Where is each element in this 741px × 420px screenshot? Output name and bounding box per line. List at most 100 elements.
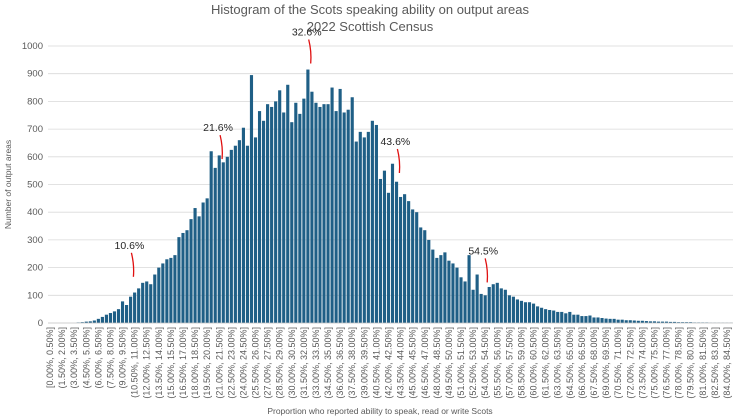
histogram-bar [620, 319, 624, 323]
histogram-bar [374, 124, 378, 323]
histogram-bar [503, 289, 507, 323]
histogram-bar [266, 104, 270, 323]
y-tick-label: 0 [38, 318, 43, 329]
x-tick-label: (31.50%, 32.00%] [299, 327, 309, 399]
histogram-bar [677, 322, 681, 323]
histogram-bar [366, 131, 370, 323]
histogram-bar [209, 151, 213, 323]
histogram-bar [193, 208, 197, 323]
histogram-bar [612, 318, 616, 323]
histogram-bar [552, 310, 556, 323]
y-tick-label: 500 [27, 180, 43, 191]
y-tick-label: 100 [27, 290, 43, 301]
x-tick-label: (58.50%, 59.00%] [516, 327, 526, 399]
histogram-bar [302, 98, 306, 323]
annotation-label: 21.6% [203, 122, 233, 134]
x-tick-label: (9.00%, 9.50%] [118, 327, 128, 389]
histogram-bar [495, 282, 499, 323]
x-tick-label: (43.50%, 44.00%] [396, 327, 406, 399]
x-tick-label: (51.00%, 51.50%] [456, 327, 466, 399]
histogram-bar [608, 318, 612, 323]
histogram-bar [463, 281, 467, 323]
histogram-bar [673, 321, 677, 323]
histogram-bar [447, 260, 451, 323]
histogram-bar [253, 137, 258, 323]
histogram-bar [681, 322, 685, 323]
histogram-bar [229, 149, 233, 324]
histogram-bar [221, 162, 225, 323]
histogram-bar [548, 309, 552, 323]
histogram-bar [358, 131, 362, 323]
annotation-leader [219, 134, 223, 160]
annotation-leader [396, 148, 401, 174]
y-tick-label: 1000 [22, 41, 43, 52]
histogram-bar [108, 313, 113, 323]
histogram-bar [153, 274, 157, 323]
annotation-label: 32.6% [292, 27, 322, 39]
y-axis-ticks: 0 100 200 300 400 500 600 700 800 900 1000 [22, 41, 43, 329]
x-tick-label: (27.00%, 27.50%] [263, 327, 273, 399]
histogram-bar [527, 302, 532, 323]
histogram-bar [298, 113, 302, 324]
x-tick-label: (82.50%, 83.00%] [710, 327, 720, 399]
annotation-label: 43.6% [380, 136, 410, 148]
histogram-bar [161, 263, 165, 323]
x-tick-label: (69.00%, 69.50%] [601, 327, 611, 399]
histogram-bar [197, 216, 201, 323]
histogram-bar [165, 259, 169, 323]
histogram-bar [177, 237, 181, 323]
histogram-bar [129, 296, 133, 323]
histogram-bar [290, 122, 294, 324]
x-tick-label: (57.00%, 57.50%] [504, 327, 514, 399]
x-tick-label: (63.00%, 63.50%] [553, 327, 563, 399]
x-tick-label: (76.50%, 77.00%] [662, 327, 672, 399]
histogram-bar [294, 102, 298, 323]
x-tick-label: (7.50%, 8.00%] [105, 327, 115, 389]
histogram-bar [584, 316, 588, 323]
histogram-bar [636, 320, 640, 323]
histogram-bar [419, 227, 423, 323]
x-tick-label: (39.00%, 39.50%] [359, 327, 369, 399]
x-tick-label: (16.50%, 17.00%] [178, 327, 188, 399]
histogram-bar [471, 289, 475, 323]
histogram-bar [423, 230, 427, 323]
x-tick-label: (52.50%, 53.00%] [468, 327, 478, 399]
histogram-bar [112, 311, 117, 323]
histogram-bar [624, 320, 628, 323]
x-tick-label: (6.00%, 6.50%] [93, 327, 103, 389]
x-tick-label: (42.00%, 42.50%] [383, 327, 393, 399]
histogram-bar [354, 141, 358, 323]
histogram-bar [137, 288, 141, 324]
x-tick-label: (4.50%, 5.00%] [81, 327, 91, 389]
histogram-bar [282, 112, 286, 323]
histogram-bar [455, 267, 459, 323]
histogram-bar [92, 320, 96, 323]
x-tick-label: (28.50%, 29.00%] [275, 327, 285, 399]
histogram-bar [205, 198, 209, 323]
histogram-bar [362, 137, 366, 323]
annotation-leader [484, 258, 489, 283]
histogram-bar [318, 106, 322, 323]
histogram-bar [451, 263, 455, 323]
histogram-bar [483, 295, 487, 323]
x-axis-label: Proportion who reported ability to speak… [267, 406, 492, 416]
chart-subtitle: 2022 Scottish Census [307, 19, 434, 34]
y-tick-label: 700 [27, 124, 43, 135]
histogram-bar [519, 300, 524, 323]
histogram-bar [600, 318, 604, 323]
histogram-bar [407, 201, 411, 323]
x-tick-label: (67.50%, 68.00%] [589, 327, 599, 399]
histogram-bar [370, 120, 374, 323]
histogram-bar [572, 314, 576, 323]
x-tick-label: (60.00%, 60.50%] [529, 327, 539, 399]
histogram-bar [576, 314, 580, 323]
histogram-bar [491, 284, 495, 323]
y-tick-label: 400 [27, 207, 43, 218]
x-tick-label: (13.50%, 14.00%] [154, 327, 164, 399]
x-tick-label: (3.00%, 3.50%] [69, 327, 79, 389]
x-tick-label: (24.00%, 24.50%] [238, 327, 248, 399]
histogram-bar [185, 230, 189, 323]
gridlines [48, 45, 733, 296]
annotation-label: 10.6% [115, 240, 145, 252]
